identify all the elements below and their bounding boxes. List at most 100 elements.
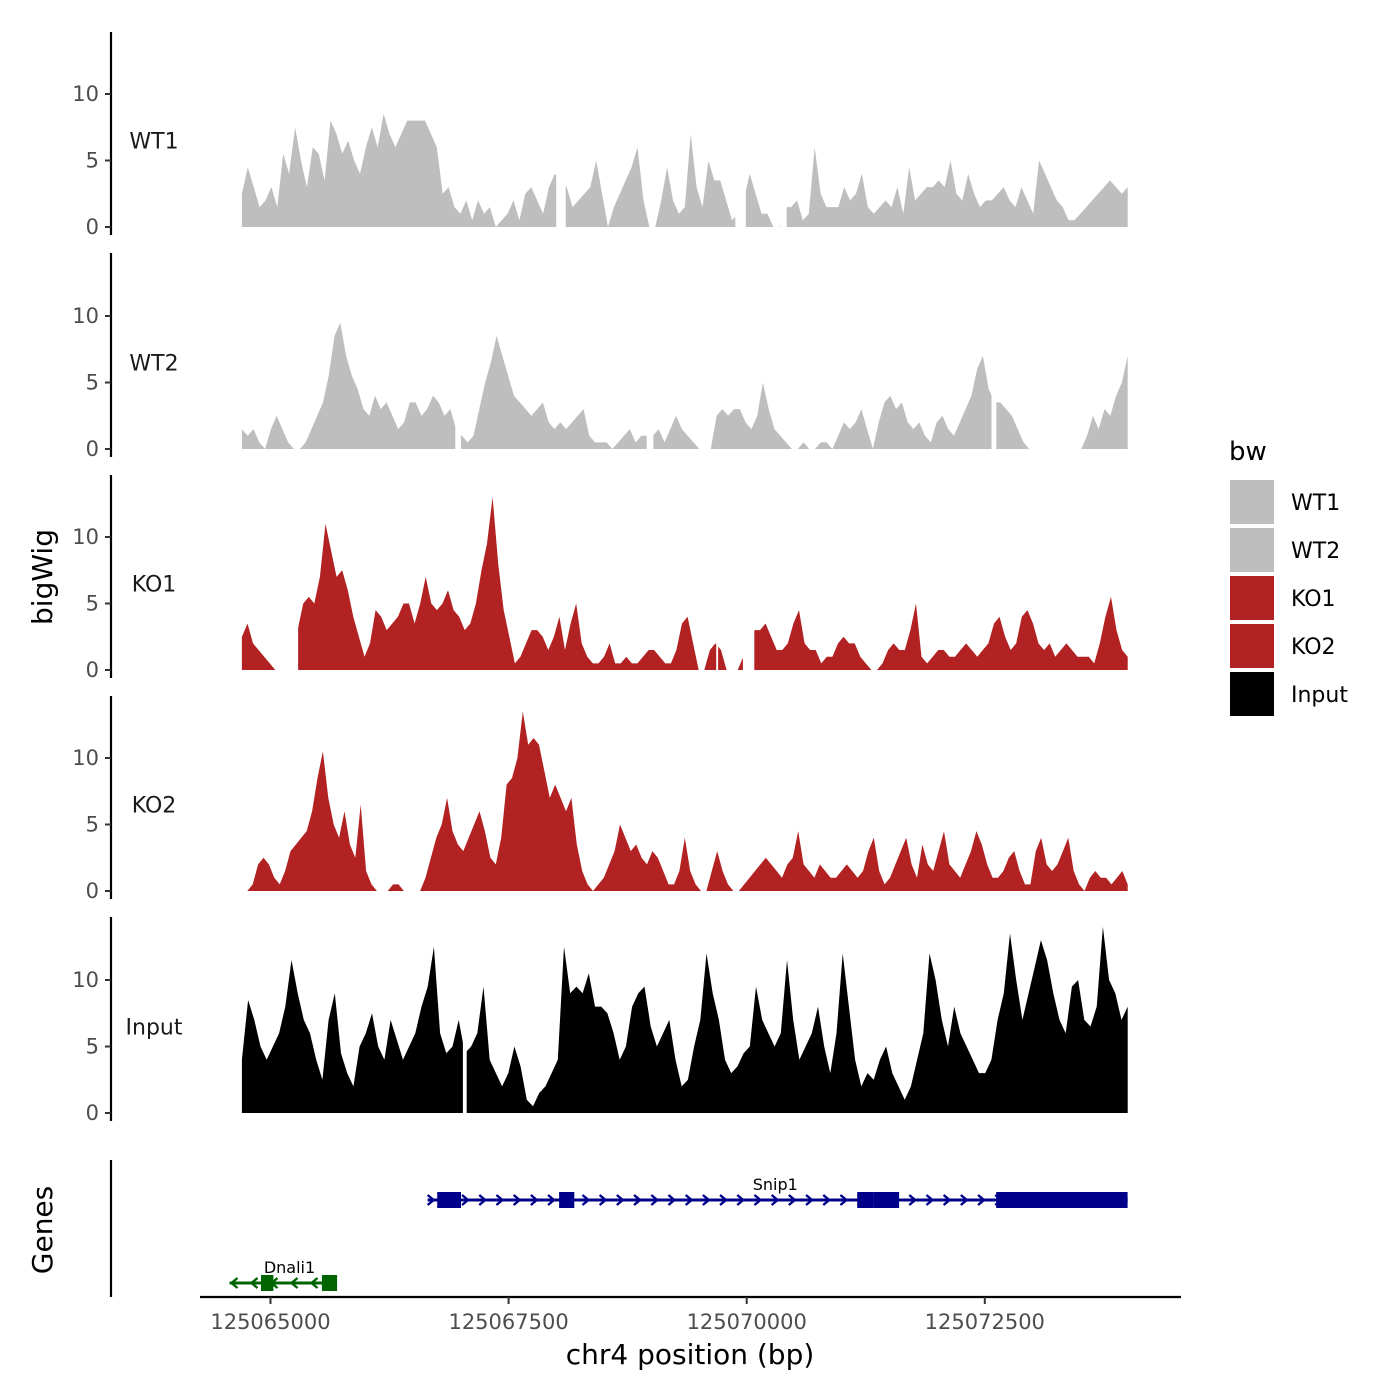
strand-arrow	[547, 1194, 556, 1206]
gene-label: Dnali1	[264, 1258, 315, 1277]
strand-arrow	[633, 1194, 642, 1206]
track-label: KO2	[132, 794, 177, 819]
strand-arrow	[289, 1277, 299, 1289]
legend-label: WT1	[1291, 491, 1340, 516]
y-tick-label: 5	[86, 1035, 99, 1059]
strand-arrow	[788, 1194, 797, 1206]
legend-items: WT1 WT2 KO1 KO2 Input	[1230, 480, 1348, 716]
y-tick-label: 5	[86, 813, 99, 837]
exon	[996, 1192, 1128, 1208]
strand-arrow	[461, 1194, 470, 1206]
x-axis-title: chr4 position (bp)	[566, 1338, 815, 1371]
legend: bw WT1 WT2 KO1 KO2 Input	[1229, 437, 1348, 716]
strand-arrow	[908, 1194, 918, 1206]
y-tick-label: 10	[72, 304, 99, 328]
strand-arrow	[960, 1194, 969, 1206]
legend-label: KO2	[1291, 635, 1336, 660]
strand-arrow	[719, 1194, 728, 1206]
strand-arrow	[736, 1194, 746, 1206]
legend-label: WT2	[1291, 539, 1340, 564]
strand-arrow	[684, 1194, 694, 1206]
strand-arrow	[478, 1194, 488, 1206]
x-tick-label: 125065000	[210, 1310, 330, 1334]
area-wt2	[241, 322, 1128, 449]
track-ko2: 0 5 10 KO2	[72, 696, 1128, 903]
exon	[261, 1275, 274, 1291]
y-tick-label: 5	[86, 371, 99, 395]
area-ko2	[241, 711, 1128, 891]
legend-item-input: Input	[1230, 672, 1348, 716]
strand-arrow	[702, 1194, 711, 1206]
legend-item-wt1: WT1	[1230, 480, 1340, 524]
y-tick-label: 10	[72, 968, 99, 992]
y-tick-label: 0	[86, 215, 99, 239]
track-label: KO1	[132, 573, 177, 598]
strand-arrow	[650, 1194, 660, 1206]
area-input	[241, 926, 1128, 1113]
strand-arrow	[512, 1194, 522, 1206]
legend-title: bw	[1229, 437, 1267, 467]
coverage-gap	[735, 32, 746, 228]
strand-arrow	[942, 1194, 952, 1206]
strand-arrow	[249, 1277, 259, 1289]
coverage-gap	[991, 253, 997, 450]
legend-label: Input	[1291, 683, 1348, 708]
coverage-gap	[455, 253, 461, 450]
x-tick-label: 125070000	[687, 1310, 807, 1334]
strand-arrow	[925, 1194, 935, 1206]
coverage-gap	[716, 475, 719, 671]
coverage-gap	[742, 475, 755, 671]
exon	[437, 1192, 461, 1208]
strand-arrow	[495, 1194, 505, 1206]
legend-item-wt2: WT2	[1230, 528, 1340, 572]
legend-swatch	[1230, 624, 1274, 668]
y-tick-label: 5	[86, 149, 99, 173]
exon	[321, 1275, 338, 1291]
strand-arrow	[229, 1277, 239, 1289]
gene-track: Snip1 Dnali1	[109, 1160, 1128, 1297]
gene-dnali1: Dnali1	[229, 1258, 338, 1291]
legend-swatch	[1230, 528, 1274, 572]
strand-arrow	[667, 1194, 677, 1206]
y-tick-label: 10	[72, 525, 99, 549]
y-tick-label: 5	[86, 592, 99, 616]
strand-arrow	[426, 1194, 436, 1206]
legend-swatch	[1230, 672, 1274, 716]
gene-label: Snip1	[753, 1175, 798, 1194]
y-tick-label: 0	[86, 1101, 99, 1125]
y-tick-label: 10	[72, 746, 99, 770]
y-tick-label: 0	[86, 658, 99, 682]
strand-arrow	[770, 1194, 780, 1206]
gene-snip1: Snip1	[426, 1175, 1128, 1208]
y-tick-label: 10	[72, 82, 99, 106]
legend-label: KO1	[1291, 587, 1336, 612]
strand-arrow	[839, 1194, 849, 1206]
strand-arrow	[822, 1194, 832, 1206]
strand-arrow	[805, 1194, 814, 1206]
strand-arrow	[598, 1194, 608, 1206]
strand-arrow	[530, 1194, 539, 1206]
strand-arrow	[581, 1194, 591, 1206]
y-tick-label: 0	[86, 437, 99, 461]
y-tick-label: 0	[86, 879, 99, 903]
legend-item-ko2: KO2	[1230, 624, 1336, 668]
track-label: WT1	[129, 130, 178, 155]
track-ko1: 0 5 10 KO1	[72, 475, 1128, 682]
legend-swatch	[1230, 576, 1274, 620]
area-ko1	[241, 497, 1128, 670]
track-wt1: 0 5 10 WT1	[72, 32, 1128, 239]
strand-arrow	[309, 1277, 319, 1289]
x-axis: 125065000 125067500 125070000 125072500	[200, 1295, 1181, 1334]
coverage-gap	[462, 917, 467, 1114]
exon	[873, 1192, 900, 1208]
track-label: WT2	[129, 352, 178, 377]
signal-tracks: 0 5 10 WT1 0 5 10 WT2 0 5 10 KO1 0 5 10 KO2 0 5 10 Input	[72, 32, 1128, 1125]
coverage-gap	[780, 32, 787, 228]
strand-arrow	[977, 1194, 986, 1206]
strand-arrow	[616, 1194, 625, 1206]
track-input: 0 5 10 Input	[72, 917, 1128, 1125]
legend-swatch	[1230, 480, 1274, 524]
area-wt1	[241, 113, 1128, 227]
track-label: Input	[126, 1016, 183, 1041]
